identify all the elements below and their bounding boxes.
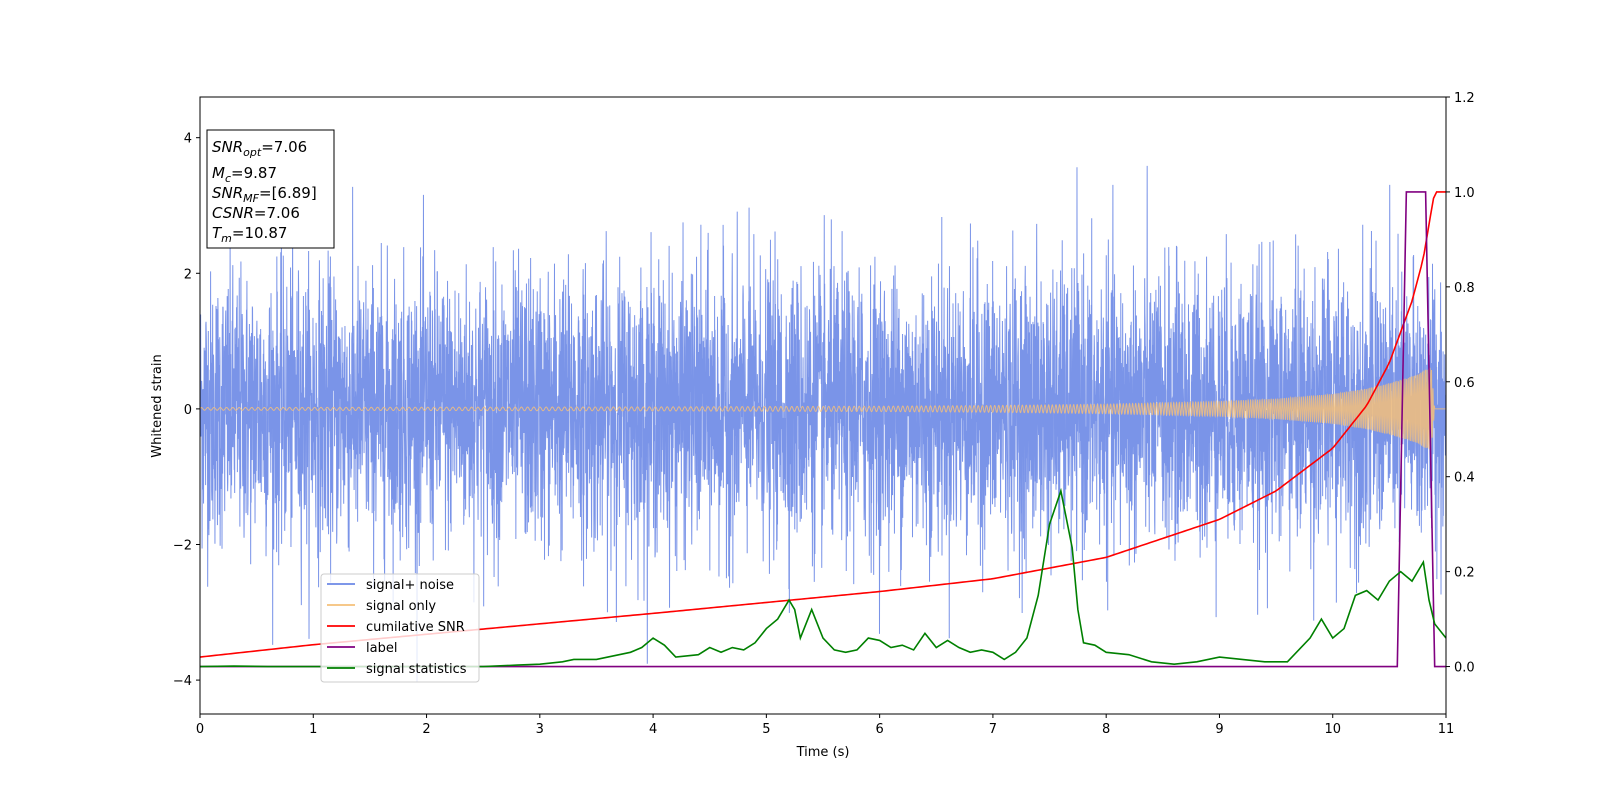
- left-y-tick-label: 4: [184, 132, 192, 147]
- x-tick-label: 7: [989, 722, 997, 737]
- info-tm: Tm=10.87: [212, 224, 287, 245]
- right-y-axis-ticks: 0.0 0.2 0.4 0.6 0.8 1.0 1.2: [1446, 91, 1475, 676]
- right-y-tick-label: 0.6: [1454, 376, 1475, 391]
- x-tick-label: 11: [1438, 722, 1455, 737]
- plot-frame: [199, 96, 1447, 715]
- right-y-tick-label: 0.0: [1454, 661, 1475, 676]
- info-box-frame: [206, 129, 335, 249]
- x-axis-ticks: 0 1 2 3 4 5 6 7 8 9 10 11: [196, 714, 1454, 737]
- info-snr-mf: SNRMF=[6.89]: [212, 184, 317, 205]
- label-line: [200, 191, 1446, 668]
- signal-statistics-line: [200, 487, 1446, 668]
- x-tick-label: 3: [536, 722, 544, 737]
- right-y-tick-label: 1.0: [1454, 186, 1475, 201]
- signal-only-line: [200, 367, 1446, 451]
- signal-noise-series: [200, 165, 1446, 682]
- x-axis-label: Time (s): [796, 745, 850, 760]
- legend-entry: cumilative SNR: [366, 620, 465, 635]
- info-snr-opt: SNRopt=7.06: [212, 138, 307, 159]
- x-tick-label: 5: [762, 722, 770, 737]
- info-box: SNRopt=7.06 Mc=9.87 SNRMF=[6.89] CSNR=7.…: [206, 129, 335, 249]
- x-tick-label: 4: [649, 722, 657, 737]
- legend-frame: [320, 573, 480, 683]
- left-y-tick-label: −4: [173, 674, 192, 689]
- right-y-tick-label: 0.2: [1454, 566, 1475, 581]
- signal-only-series: [200, 367, 1446, 451]
- left-y-tick-label: 2: [184, 267, 192, 282]
- x-tick-label: 6: [875, 722, 883, 737]
- legend-items: signal+ noise signal only cumilative SNR la…: [327, 578, 467, 677]
- legend-entry: signal only: [366, 599, 436, 614]
- y-axis-label: Whitened strain: [150, 354, 165, 457]
- legend-entry: signal+ noise: [366, 578, 454, 593]
- left-y-tick-label: 0: [184, 403, 192, 418]
- x-tick-label: 10: [1324, 722, 1341, 737]
- left-y-axis-ticks: −4 −2 0 2 4: [173, 132, 200, 689]
- right-y-tick-label: 1.2: [1454, 91, 1475, 106]
- info-mc: Mc=9.87: [212, 164, 277, 185]
- right-y-tick-label: 0.4: [1454, 471, 1475, 486]
- x-tick-label: 9: [1215, 722, 1223, 737]
- x-tick-label: 8: [1102, 722, 1110, 737]
- legend-entry: signal statistics: [366, 662, 467, 677]
- info-csnr: CSNR=7.06: [212, 204, 300, 222]
- x-tick-label: 1: [309, 722, 317, 737]
- left-y-tick-label: −2: [173, 538, 192, 553]
- right-y-tick-label: 0.8: [1454, 281, 1475, 296]
- legend-entry: label: [366, 641, 397, 656]
- x-tick-label: 2: [422, 722, 430, 737]
- signal-noise-line: [200, 165, 1446, 682]
- legend: signal+ noise signal only cumilative SNR la…: [320, 573, 480, 683]
- x-tick-label: 0: [196, 722, 204, 737]
